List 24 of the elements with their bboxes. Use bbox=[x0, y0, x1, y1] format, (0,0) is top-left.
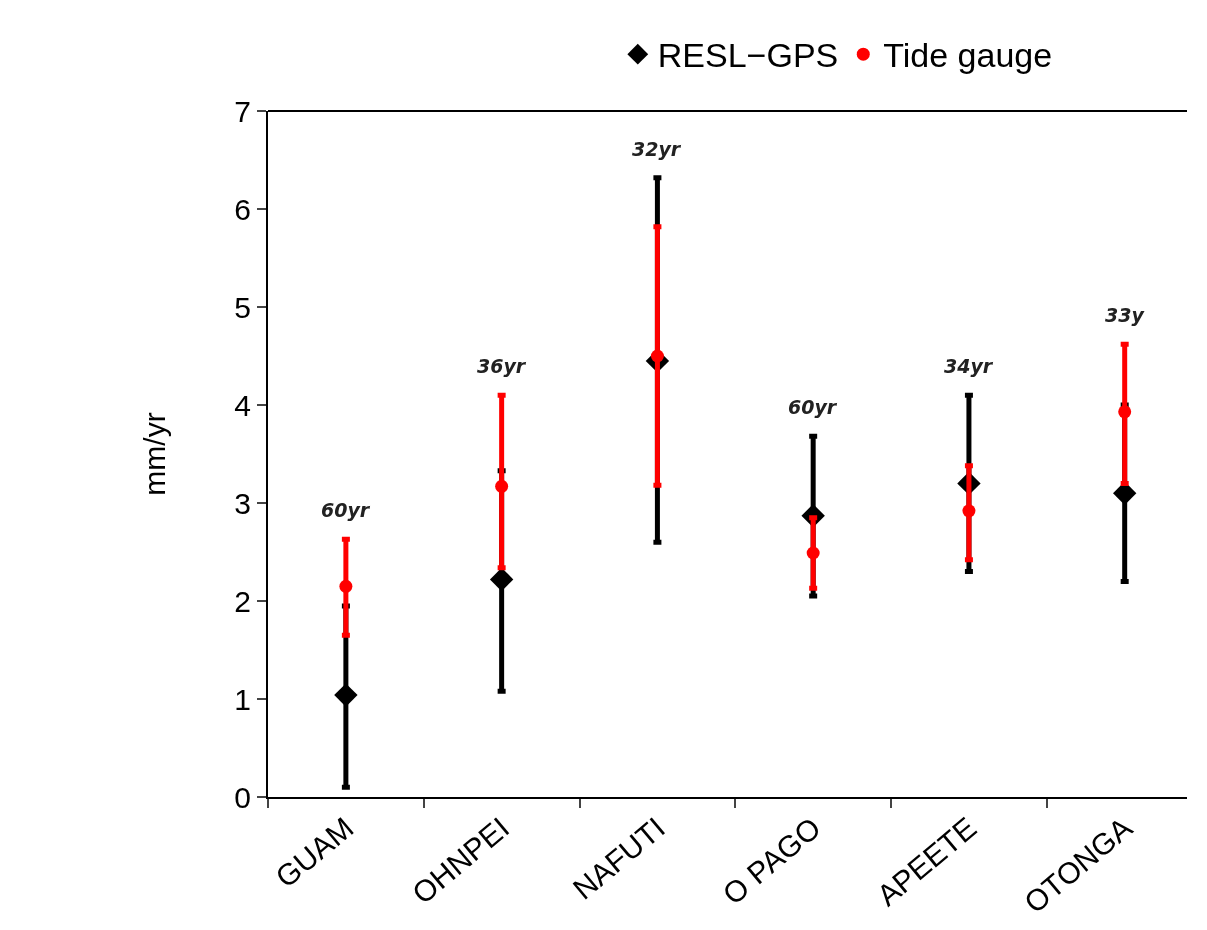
point bbox=[339, 579, 353, 593]
y-tick-label: 4 bbox=[234, 388, 251, 422]
y-axis-title: mm/yr bbox=[137, 412, 171, 496]
y-tick-label: 0 bbox=[234, 780, 251, 814]
legend-label: Tide gauge bbox=[883, 36, 1053, 75]
point bbox=[1118, 405, 1132, 419]
legend-label: RESL−GPS bbox=[657, 36, 839, 75]
point bbox=[334, 683, 358, 707]
y-tick-label: 3 bbox=[234, 486, 251, 520]
y-tick-label: 6 bbox=[234, 192, 251, 226]
annotation: 36yr bbox=[477, 355, 527, 377]
point bbox=[495, 479, 509, 493]
annotation: 34yr bbox=[944, 355, 994, 377]
y-tick-label: 5 bbox=[234, 290, 251, 324]
point bbox=[962, 504, 976, 518]
point bbox=[806, 546, 820, 560]
annotation: 60yr bbox=[321, 499, 371, 521]
y-tick-label: 2 bbox=[234, 584, 251, 618]
y-tick-label: 7 bbox=[234, 94, 251, 128]
annotation: 60yr bbox=[788, 396, 838, 418]
y-tick-label: 1 bbox=[234, 682, 251, 716]
annotation: 33y bbox=[1105, 304, 1146, 326]
annotation: 32yr bbox=[632, 138, 682, 160]
point bbox=[489, 567, 514, 592]
